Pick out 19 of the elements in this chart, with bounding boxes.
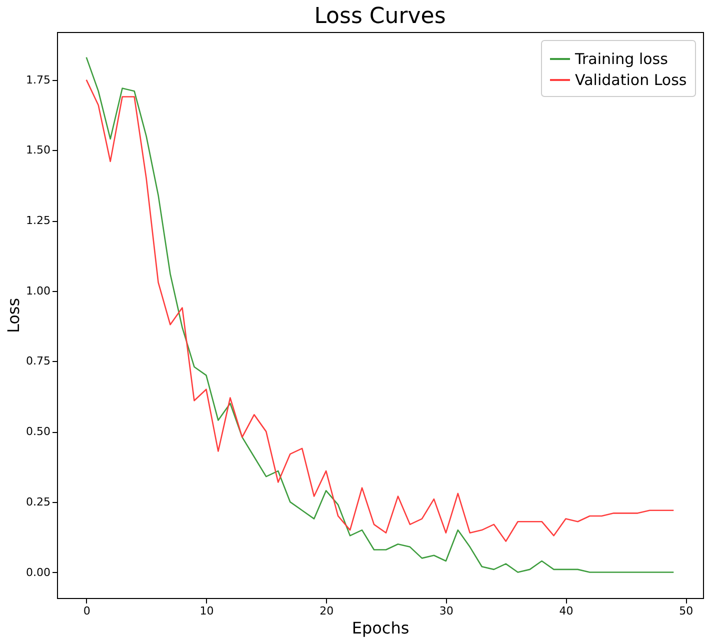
chart-title: Loss Curves (314, 4, 446, 29)
y-tick-label: 1.25 (26, 214, 50, 228)
y-tick-label: 1.75 (26, 73, 50, 86)
x-tick-label: 10 (200, 604, 214, 618)
y-tick-label: 0.00 (26, 566, 50, 579)
x-tick-label: 50 (679, 604, 694, 618)
x-tick-label: 30 (439, 604, 454, 618)
y-tick-label: 0.75 (26, 354, 50, 368)
y-tick-label: 1.50 (26, 144, 50, 157)
y-axis-title: Loss (4, 298, 24, 334)
y-tick-label: 0.25 (26, 495, 50, 508)
x-tick-label: 20 (320, 604, 334, 618)
y-tick-label: 0.50 (26, 425, 50, 438)
x-tick-label: 40 (559, 604, 574, 618)
x-axis-title: Epochs (352, 618, 410, 638)
legend-label: Validation Loss (575, 71, 687, 89)
legend-label: Training loss (574, 50, 668, 68)
y-tick-label: 1.00 (26, 284, 50, 298)
x-tick-label: 0 (83, 604, 90, 618)
